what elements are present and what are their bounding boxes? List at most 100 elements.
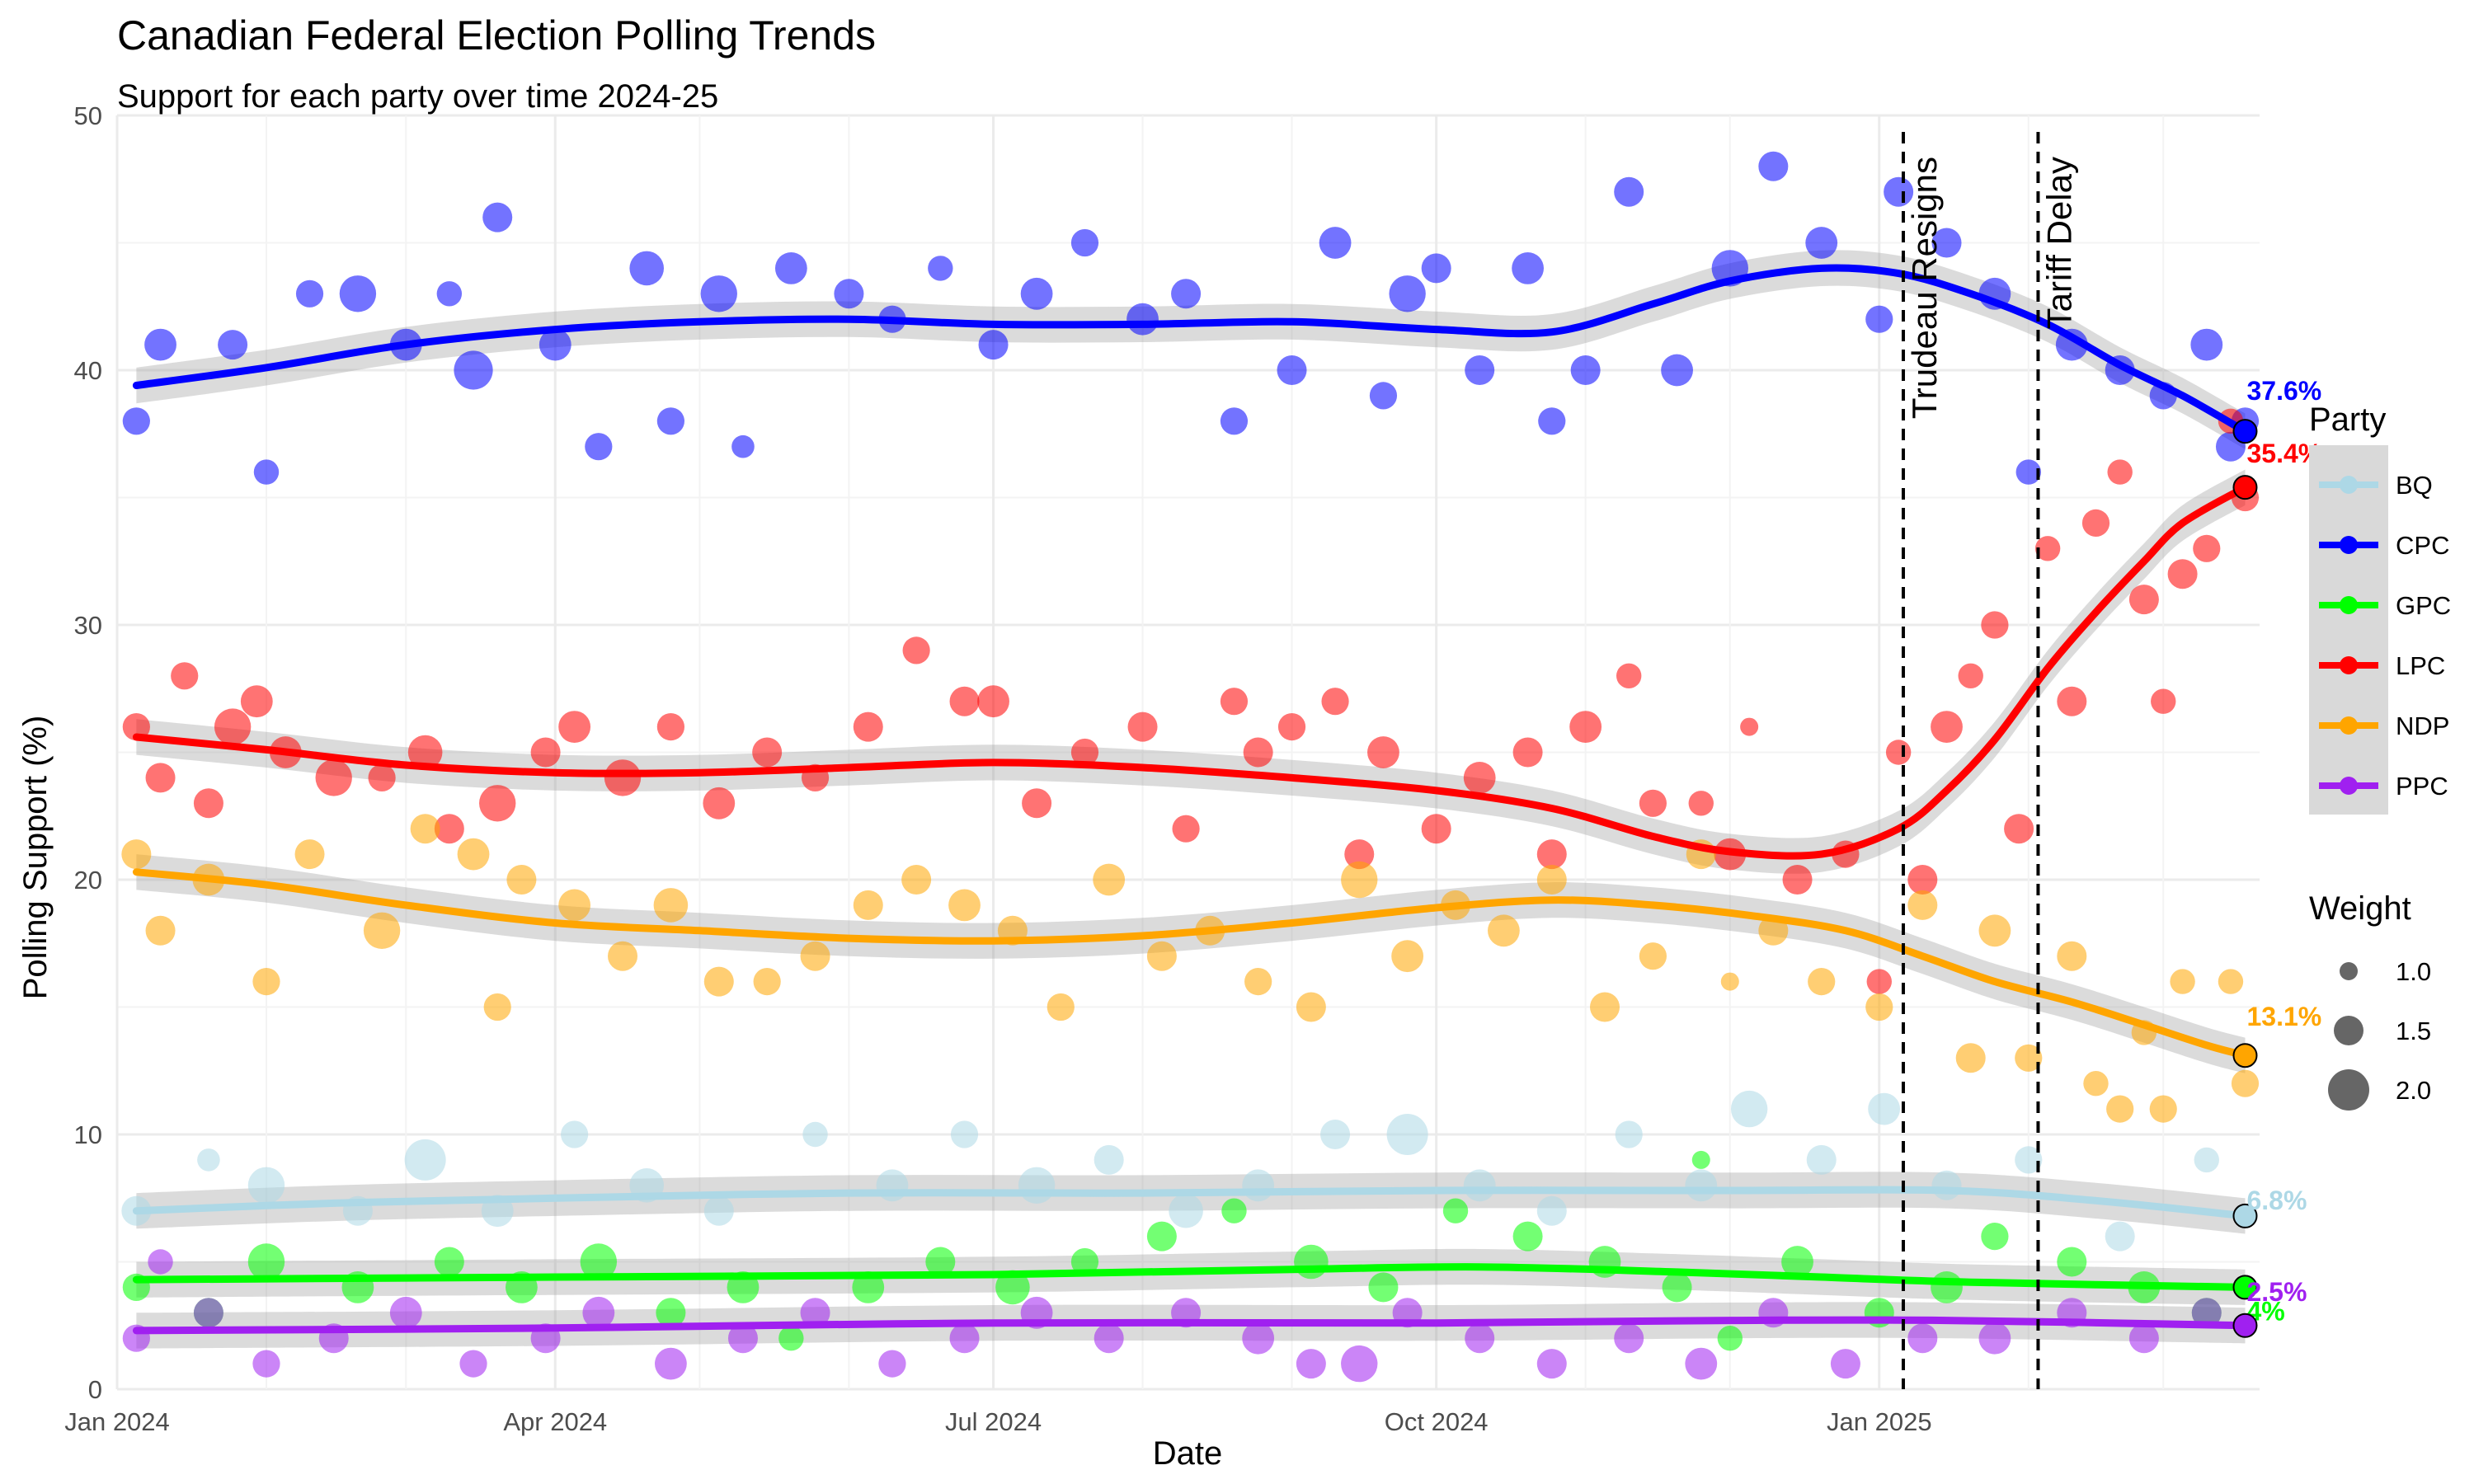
cpc-poll-point — [1421, 253, 1451, 284]
gpc-poll-point — [1442, 1198, 1469, 1223]
legend-key-dot-ppc — [2340, 777, 2358, 795]
lpc-poll-point — [1127, 711, 1158, 742]
lpc-poll-point — [2034, 536, 2061, 561]
legend-label-lpc: LPC — [2396, 651, 2445, 680]
bq-poll-point — [1931, 1170, 1962, 1200]
cpc-poll-point — [774, 252, 807, 284]
ppc-poll-point — [193, 1298, 223, 1328]
cpc-poll-point — [454, 350, 493, 390]
gpc-confidence-band — [136, 1248, 2246, 1305]
lpc-poll-point — [1172, 815, 1200, 843]
lpc-poll-point — [1981, 611, 2009, 639]
lpc-poll-point — [853, 711, 883, 742]
cpc-poll-point — [2015, 459, 2041, 485]
ndp-poll-point — [703, 966, 734, 997]
lpc-poll-point — [2081, 509, 2110, 538]
ndp-poll-point — [1978, 914, 2011, 947]
bq-poll-point — [404, 1139, 446, 1181]
lpc-poll-point — [1536, 839, 1567, 870]
cpc-poll-point — [1319, 227, 1352, 259]
lpc-poll-point — [558, 711, 591, 743]
lpc-poll-point — [902, 636, 930, 665]
lpc-poll-point — [145, 763, 176, 793]
gpc-poll-point — [580, 1243, 618, 1280]
cpc-poll-point — [656, 407, 684, 435]
ndp-poll-point — [1093, 863, 1126, 896]
ndp-poll-point — [753, 968, 781, 996]
cpc-confidence-band — [136, 250, 2246, 449]
gpc-poll-point — [247, 1243, 285, 1280]
y-axis-title: Polling Support (%) — [17, 716, 54, 1000]
cpc-poll-point — [1465, 355, 1495, 385]
cpc-poll-point — [122, 407, 150, 435]
legend-key-dot-gpc — [2340, 596, 2358, 614]
bq-poll-point — [247, 1167, 285, 1205]
cpc-poll-point — [700, 275, 737, 312]
lpc-poll-point — [434, 814, 464, 844]
cpc-poll-point — [144, 328, 176, 361]
ndp-poll-point — [800, 941, 830, 971]
ndp-poll-point — [2231, 1069, 2260, 1097]
bq-poll-point — [1463, 1169, 1496, 1202]
ndp-poll-point — [506, 865, 537, 895]
ppc-poll-point — [1978, 1322, 2011, 1355]
gpc-poll-point — [1662, 1272, 1692, 1303]
bq-poll-point — [1536, 1195, 1567, 1226]
lpc-poll-point — [1782, 865, 1813, 895]
ndp-poll-point — [363, 912, 401, 950]
legend-label-ppc: PPC — [2396, 772, 2448, 801]
lpc-poll-point — [1243, 737, 1273, 768]
lpc-poll-point — [407, 735, 443, 770]
legend-label-bq: BQ — [2396, 471, 2433, 500]
lpc-poll-point — [1866, 969, 1892, 994]
lpc-poll-point — [2193, 534, 2221, 562]
chart-title: Canadian Federal Election Polling Trends — [117, 12, 876, 59]
ndp-poll-point — [608, 941, 638, 971]
gpc-poll-point — [778, 1326, 804, 1351]
trend-lines — [132, 264, 2249, 1335]
lpc-confidence-band — [136, 469, 2246, 874]
lpc-poll-point — [1367, 736, 1399, 768]
lpc-poll-point — [2107, 459, 2133, 485]
cpc-poll-point — [436, 281, 463, 307]
gpc-trend-line — [132, 1263, 2249, 1291]
lpc-poll-point — [703, 787, 736, 819]
ndp-poll-point — [1047, 993, 1075, 1021]
gpc-poll-point — [1691, 1150, 1710, 1169]
cpc-poll-point — [1369, 382, 1398, 410]
bq-poll-point — [802, 1121, 828, 1148]
lpc-poll-point — [2151, 688, 2176, 714]
lpc-poll-point — [1931, 711, 1963, 743]
cpc-poll-point — [1931, 228, 1962, 258]
cpc-poll-point — [834, 279, 864, 309]
ppc-end-label: 2.5% — [2246, 1277, 2307, 1307]
ndp-poll-point — [145, 915, 176, 946]
cpc-poll-point — [1512, 252, 1544, 284]
cpc-trend-line — [132, 264, 2249, 435]
ndp-poll-point — [1296, 992, 1326, 1022]
cpc-poll-point — [1614, 176, 1644, 207]
size-legend-label: 1.5 — [2396, 1017, 2431, 1045]
y-tick-label: 0 — [88, 1375, 102, 1404]
x-axis-title: Date — [1153, 1435, 1223, 1472]
bq-poll-point — [2194, 1147, 2219, 1173]
ndp-poll-point — [1244, 968, 1272, 996]
ndp-poll-point — [901, 865, 932, 895]
lpc-poll-point — [315, 759, 352, 796]
ndp-poll-point — [2057, 941, 2087, 971]
ppc-poll-point — [2191, 1298, 2222, 1328]
ndp-endpoint-marker — [2232, 1043, 2258, 1068]
ndp-poll-point — [1720, 972, 1739, 991]
bq-poll-point — [1615, 1120, 1643, 1148]
lpc-poll-point — [656, 713, 684, 741]
ndp-end-label: 13.1% — [2246, 1002, 2321, 1031]
lpc-poll-point — [1616, 663, 1642, 688]
y-tick-label: 30 — [74, 611, 102, 640]
ndp-poll-point — [1907, 890, 1938, 920]
ndp-poll-point — [653, 888, 689, 923]
bq-poll-point — [561, 1120, 589, 1148]
cpc-end-label: 37.6% — [2246, 376, 2321, 406]
ndp-poll-point — [1639, 942, 1667, 970]
cpc-poll-point — [1758, 151, 1789, 181]
